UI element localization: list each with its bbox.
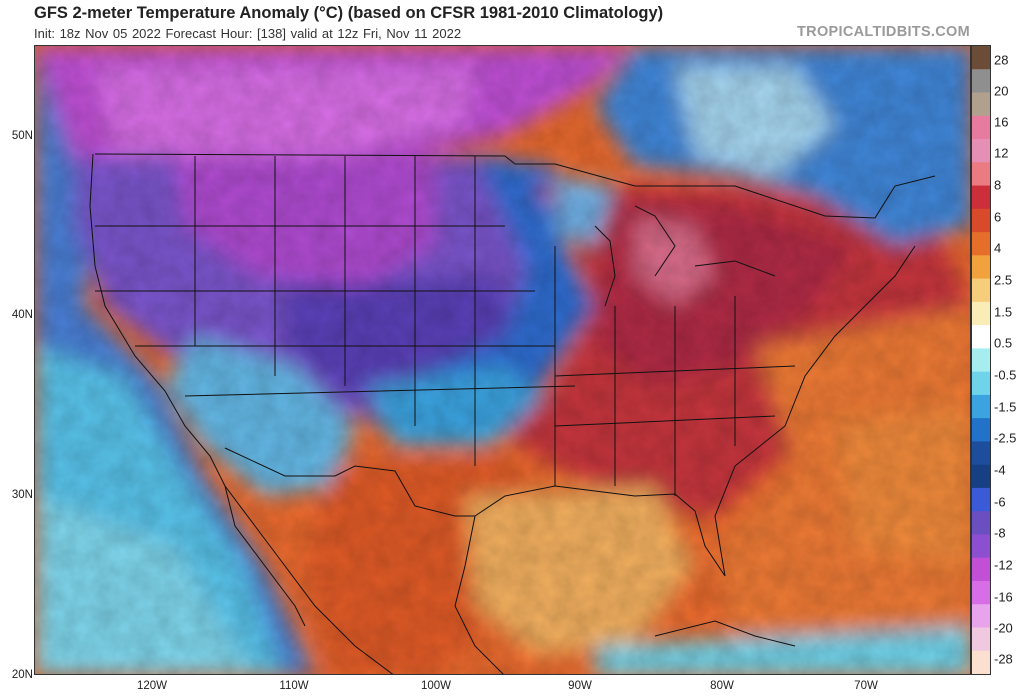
map-subtitle: Init: 18z Nov 05 2022 Forecast Hour: [13… xyxy=(34,26,461,41)
colorbar-swatch xyxy=(972,465,990,489)
colorbar-swatch xyxy=(972,279,990,303)
map-graphic xyxy=(35,46,971,675)
colorbar-label: -20 xyxy=(994,621,1013,636)
colorbar-labels: 28 20 16 12 8 6 4 2.5 1.5 0.5 -0.5 -1.5 … xyxy=(994,45,1024,675)
latitude-label: 20N xyxy=(12,669,33,681)
colorbar-label: -6 xyxy=(994,495,1006,510)
colorbar-swatch xyxy=(972,186,990,210)
colorbar-label: 12 xyxy=(994,146,1008,161)
colorbar xyxy=(971,45,991,675)
colorbar-label: 28 xyxy=(994,53,1008,68)
colorbar-swatch xyxy=(972,209,990,233)
latitude-label: 30N xyxy=(12,489,33,501)
colorbar-swatch xyxy=(972,139,990,163)
source-watermark: TROPICALTIDBITS.COM xyxy=(797,24,970,40)
longitude-label: 100W xyxy=(421,680,451,692)
colorbar-swatch xyxy=(972,69,990,93)
colorbar-swatch xyxy=(972,93,990,117)
colorbar-label: 16 xyxy=(994,115,1008,130)
colorbar-label: 0.5 xyxy=(994,336,1012,351)
colorbar-swatch xyxy=(972,232,990,256)
colorbar-label: -28 xyxy=(994,652,1013,667)
colorbar-swatch xyxy=(972,627,990,651)
longitude-label: 110W xyxy=(279,680,308,692)
colorbar-swatch xyxy=(972,418,990,442)
colorbar-swatch xyxy=(972,162,990,186)
colorbar-label: -0.5 xyxy=(994,368,1016,383)
colorbar-swatch xyxy=(972,325,990,349)
anomaly-map xyxy=(34,45,971,675)
longitude-label: 70W xyxy=(854,680,878,692)
colorbar-label: -16 xyxy=(994,590,1013,605)
colorbar-swatch xyxy=(972,348,990,372)
colorbar-swatch xyxy=(972,581,990,605)
colorbar-swatch xyxy=(972,302,990,326)
colorbar-label: 1.5 xyxy=(994,305,1012,320)
longitude-label: 80W xyxy=(710,680,734,692)
colorbar-label: -2.5 xyxy=(994,431,1016,446)
colorbar-swatch xyxy=(972,255,990,279)
colorbar-swatch xyxy=(972,488,990,512)
longitude-label: 90W xyxy=(568,680,592,692)
colorbar-label: 20 xyxy=(994,84,1008,99)
colorbar-swatch xyxy=(972,534,990,558)
colorbar-swatch xyxy=(972,558,990,582)
colorbar-swatches xyxy=(972,46,990,674)
colorbar-label: -12 xyxy=(994,558,1013,573)
latitude-label: 40N xyxy=(12,309,33,321)
colorbar-swatch xyxy=(972,441,990,465)
colorbar-swatch xyxy=(972,651,990,674)
map-title: GFS 2-meter Temperature Anomaly (°C) (ba… xyxy=(34,4,663,23)
colorbar-label: 8 xyxy=(994,178,1001,193)
colorbar-label: -8 xyxy=(994,526,1006,541)
colorbar-swatch xyxy=(972,395,990,419)
colorbar-label: -4 xyxy=(994,463,1006,478)
colorbar-swatch xyxy=(972,604,990,628)
colorbar-label: 4 xyxy=(994,241,1001,256)
colorbar-label: -1.5 xyxy=(994,400,1016,415)
colorbar-swatch xyxy=(972,116,990,140)
colorbar-swatch xyxy=(972,46,990,70)
longitude-label: 120W xyxy=(137,680,167,692)
colorbar-label: 6 xyxy=(994,210,1001,225)
colorbar-swatch xyxy=(972,372,990,396)
latitude-label: 50N xyxy=(12,130,33,142)
colorbar-label: 2.5 xyxy=(994,273,1012,288)
field-texture xyxy=(35,46,971,675)
colorbar-swatch xyxy=(972,511,990,535)
